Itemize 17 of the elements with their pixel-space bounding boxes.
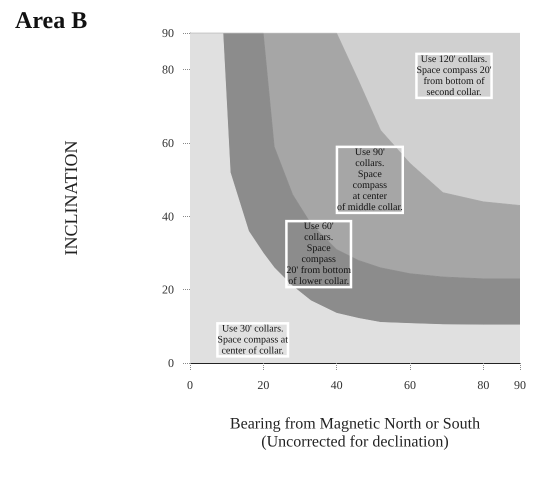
y-tick-label: 0 <box>168 356 174 370</box>
annotation: Use 120' collars. Space compass 20' from bottom of second collar. <box>416 54 492 98</box>
x-tick-label: 80 <box>477 378 490 392</box>
chart-title: Area B <box>15 8 88 34</box>
y-tick-label: 80 <box>162 62 174 77</box>
y-tick-label: 20 <box>162 282 174 297</box>
x-tick-label: 60 <box>404 378 416 392</box>
x-tick-label: 20 <box>257 378 270 392</box>
y-tick-label: 40 <box>162 209 174 224</box>
y-tick-label: 90 <box>162 26 174 40</box>
annotation: Use 30' collars. Space compass at center of collar. <box>217 323 288 356</box>
x-tick-label: 90 <box>514 378 526 392</box>
y-tick-label: 60 <box>162 136 174 150</box>
x-axis-title: Bearing from Magnetic North or South (Uncorrected for declination) <box>230 416 480 450</box>
x-tick-label: 0 <box>187 378 193 392</box>
y-axis-title: INCLINATION <box>61 140 81 256</box>
x-tick-label: 40 <box>330 378 343 392</box>
